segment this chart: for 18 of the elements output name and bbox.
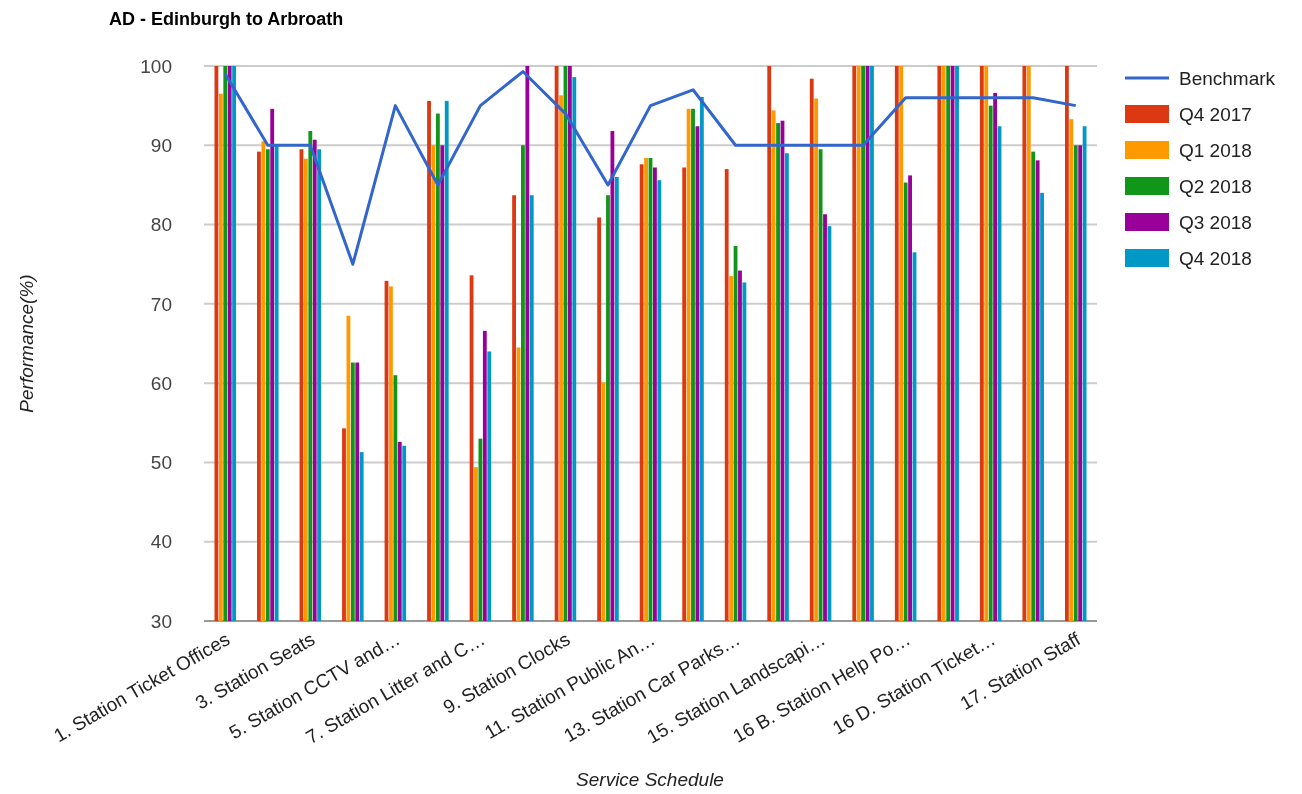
y-axis-title: Performance(%) xyxy=(16,274,37,413)
legend-label: Q3 2018 xyxy=(1179,211,1252,233)
line-series xyxy=(223,70,1078,266)
chart-title: AD - Edinburgh to Arbroath xyxy=(109,9,344,29)
y-tick-label: 40 xyxy=(150,531,172,553)
legend-label: Q4 2017 xyxy=(1179,103,1252,125)
y-tick-label: 80 xyxy=(150,214,172,236)
legend-label: Q4 2018 xyxy=(1179,247,1252,269)
legend-label: Q1 2018 xyxy=(1179,139,1252,161)
legend-label: Benchmark xyxy=(1179,67,1276,89)
y-tick-label: 100 xyxy=(140,55,172,77)
y-tick-label: 50 xyxy=(150,452,172,474)
y-tick-label: 60 xyxy=(150,372,172,394)
y-tick-label: 70 xyxy=(150,293,172,315)
y-tick-label: 30 xyxy=(150,610,172,632)
x-axis-title: Service Schedule xyxy=(576,769,724,790)
legend-label: Q2 2018 xyxy=(1179,175,1252,197)
y-tick-label: 90 xyxy=(150,134,172,156)
